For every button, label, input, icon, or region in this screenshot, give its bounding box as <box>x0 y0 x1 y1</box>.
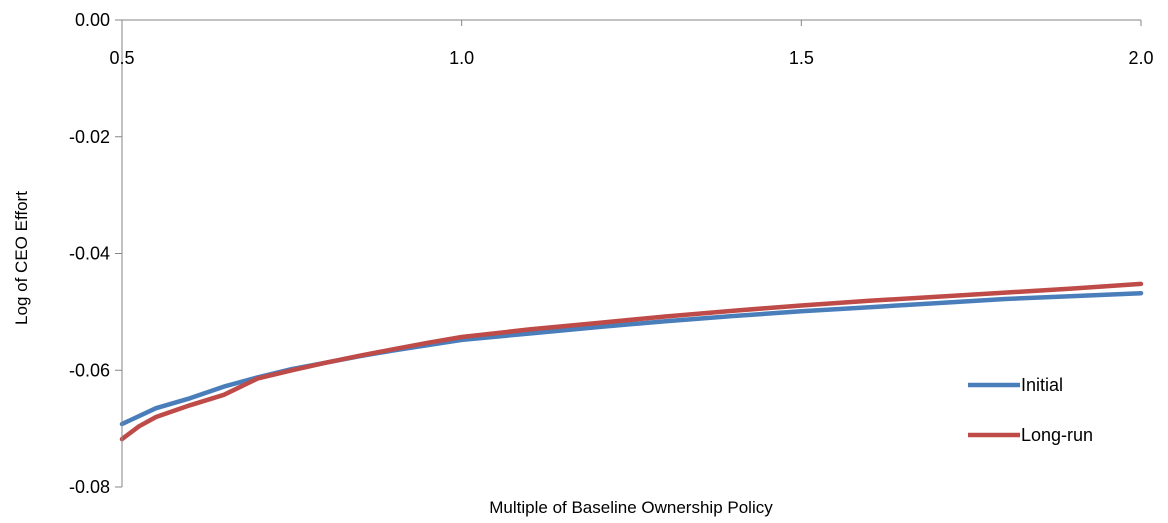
y-tick-label: -0.06 <box>69 360 110 380</box>
x-tick-label: 0.5 <box>109 48 134 68</box>
x-tick-label: 1.0 <box>449 48 474 68</box>
x-tick-label: 1.5 <box>789 48 814 68</box>
y-tick-label: -0.08 <box>69 477 110 497</box>
legend: Initial Long-run <box>968 375 1093 445</box>
y-axis-title: Log of CEO Effort <box>12 191 31 325</box>
y-tick-label: -0.02 <box>69 127 110 147</box>
y-tick-label: 0.00 <box>75 10 110 30</box>
x-tick-label: 2.0 <box>1128 48 1153 68</box>
y-tick-label: -0.04 <box>69 244 110 264</box>
series-line-long-run <box>119 281 1144 442</box>
axes-layer: 0.00 -0.02 -0.04 -0.06 -0.08 0.5 1.0 1.5 2.0 <box>69 10 1154 497</box>
legend-label-initial: Initial <box>1021 375 1063 395</box>
series-layer <box>119 281 1144 442</box>
series-line-initial <box>119 290 1144 427</box>
x-axis-title: Multiple of Baseline Ownership Policy <box>489 498 773 517</box>
legend-label-long-run: Long-run <box>1021 425 1093 445</box>
